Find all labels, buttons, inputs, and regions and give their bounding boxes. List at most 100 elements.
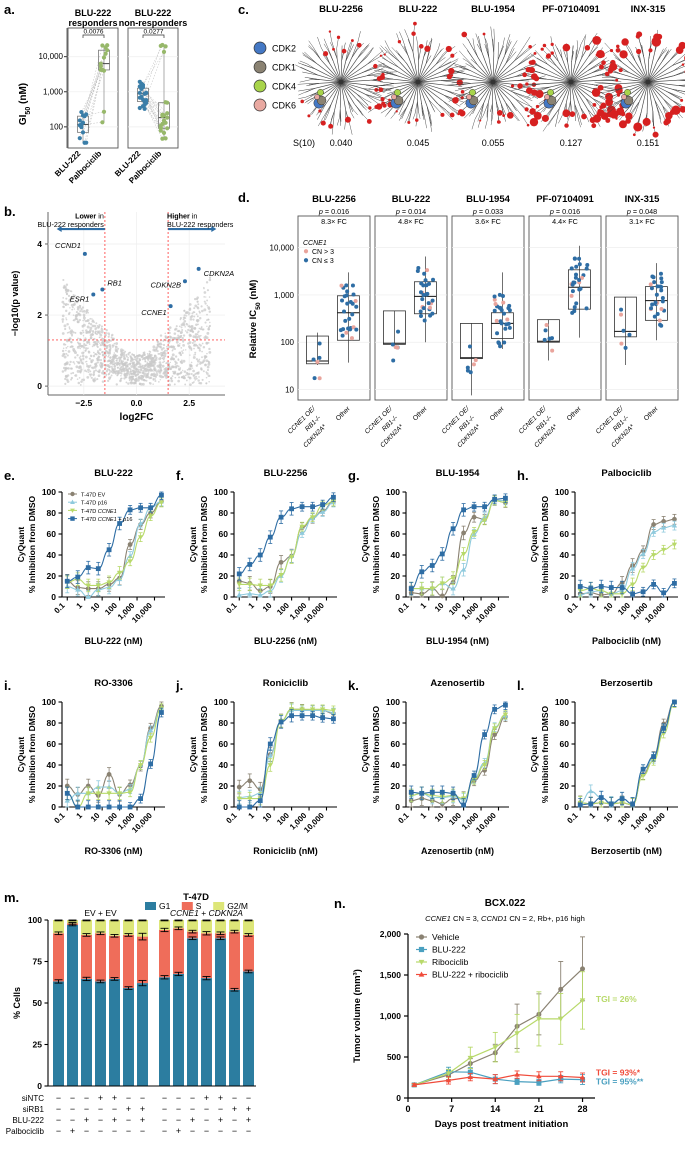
data-point [161,130,167,135]
volcano-point [199,361,202,364]
condition-cell: − [56,1093,61,1103]
data-point [80,113,86,118]
data-point [289,506,294,512]
series-line-2 [67,707,162,808]
condition-cell: − [112,1126,117,1136]
data-point [661,725,667,731]
group-title: PF-07104091 [536,194,594,205]
volcano-point [100,327,103,330]
data-point [101,109,107,114]
data-point [161,49,167,54]
volcano-point [181,328,184,332]
y-axis-tick: 40 [47,760,57,770]
data-point [630,591,635,597]
kinome-tree [591,29,685,138]
volcano-point [112,370,115,374]
bar-segment-s [123,934,134,989]
kinase-hit-node [614,84,623,92]
volcano-point [195,336,199,339]
kinase-hit-node [323,51,329,57]
volcano-point [65,309,68,313]
kinase-hit-node [550,51,554,55]
volcano-point [68,327,71,330]
volcano-point [67,367,70,370]
data-point [247,804,253,810]
data-point [570,289,575,294]
kinase-hit-node [450,53,455,58]
volcano-point [91,330,95,333]
volcano-point [123,377,126,380]
volcano-point [195,319,199,322]
y-axis-tick: 80 [47,508,57,518]
data-point [471,529,477,535]
pair-connector [85,50,108,115]
volcano-point [63,369,67,372]
series-line-0 [67,705,162,797]
pvalue-label: p = 0.016 [549,207,580,216]
volcano-point [159,364,162,367]
volcano-point [175,325,178,328]
volcano-point [111,369,114,371]
series-line-3 [411,704,506,806]
volcano-point [128,376,132,380]
condition-cell: − [176,1115,181,1125]
kinase-hit-node [496,110,503,116]
volcano-point [135,363,138,366]
data-point [163,120,168,125]
volcano-point [111,371,113,373]
data-point [148,505,154,511]
data-point [418,934,425,940]
volcano-point [81,310,84,313]
bar-segment-s [137,936,148,984]
series-line-1 [411,499,506,590]
volcano-point [134,374,137,377]
panel-a: a. 100 1,000 10,000 GI50 (nM) BLU-222 respond… [0,0,240,190]
x-axis-label: log2FC [120,412,154,423]
y-axis-label-1: CyQuant [360,527,370,563]
kinome-tree [295,30,397,135]
bar-segment-g1 [137,983,148,1086]
volcano-point [165,336,168,340]
volcano-point [84,355,88,359]
data-point [557,1016,564,1022]
volcano-point [75,311,79,314]
volcano-point [153,366,156,369]
kinase-hit-node [446,73,453,80]
x-axis-tick: Other [335,405,352,422]
kinase-hit-node [599,64,604,70]
data-point [467,1074,474,1080]
y-axis-tick: 100 [50,122,64,131]
data-point [577,256,582,261]
volcano-point [96,361,99,364]
kinase-hit-node [373,63,378,69]
kinase-hit-node [332,47,335,51]
volcano-point [205,376,208,379]
volcano-point [206,365,210,369]
volcano-point [71,345,74,348]
volcano-point [147,368,150,371]
y-axis-tick: 60 [391,739,401,749]
gene-label: CDKN2A [204,269,234,278]
kinase-hit-node [527,115,530,118]
kinase-hit-node [379,54,383,57]
data-point [75,804,81,810]
data-point [598,584,604,589]
kinase-hit-node [482,32,486,36]
data-point [418,946,425,953]
volcano-point [191,312,194,315]
volcano-point [193,311,196,314]
higher-annotation: Higher in [167,211,197,220]
bar-segment-g1 [109,978,120,1086]
volcano-point [153,349,157,352]
volcano-point [124,350,127,353]
volcano-point [61,370,65,373]
volcano-point [133,354,136,357]
legend-label: T-47D CCNE1 [81,509,117,515]
data-point [163,44,168,49]
kinase-hit-node [680,98,684,102]
pvalue-label: p = 0.016 [318,207,349,216]
data-point [503,326,508,331]
legend-label: CDK6 [272,101,296,111]
data-point [557,1073,564,1079]
data-point [106,580,112,586]
